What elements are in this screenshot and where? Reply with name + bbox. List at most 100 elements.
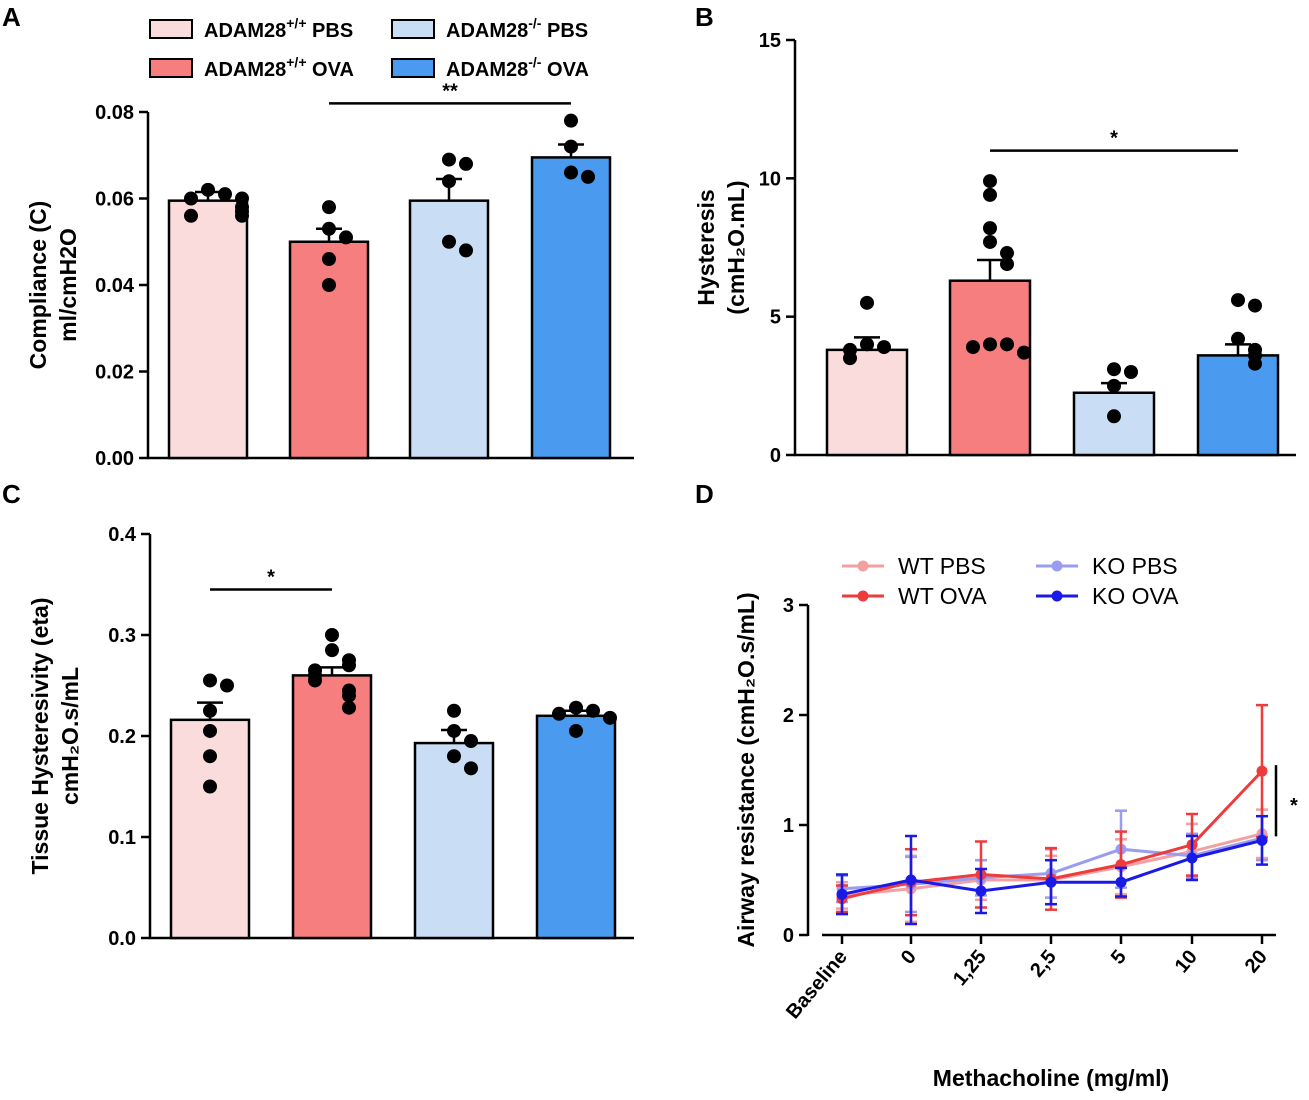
y-tick-label: 0.00	[95, 448, 134, 470]
data-point	[203, 703, 217, 718]
data-point	[459, 243, 473, 258]
data-point	[308, 673, 322, 688]
data-point	[203, 779, 217, 794]
legend-swatch-ko_pbs	[391, 19, 435, 39]
series-point-line_ko_ova	[905, 874, 917, 886]
panel-letter-d: D	[695, 479, 714, 509]
legend-swatch-wt_ova	[149, 58, 193, 78]
data-point	[581, 169, 595, 184]
x-axis-title: Methacholine (mg/ml)	[933, 1065, 1169, 1091]
series-point-line_ko_ova	[836, 888, 848, 900]
y-tick-label: 0.2	[108, 726, 136, 748]
bar-ko_pbs	[1072, 391, 1156, 457]
data-point	[1107, 378, 1121, 393]
data-point	[983, 337, 997, 352]
data-point	[1107, 409, 1121, 424]
y-tick-label: 0.4	[108, 524, 137, 546]
x-tick-label: 2,5	[1026, 946, 1061, 981]
significance-label: **	[442, 80, 458, 102]
legend-marker-line_ko_pbs	[1051, 560, 1063, 572]
data-point	[1000, 337, 1014, 352]
legend-swatch-ko_ova	[391, 58, 435, 78]
y-tick-label: 0	[783, 925, 794, 947]
panel-letter-a: A	[2, 2, 21, 32]
data-point	[201, 182, 215, 197]
legend-label-ko_pbs: ADAM28-/- PBS	[446, 15, 588, 42]
x-tick-label: 5	[1107, 946, 1131, 969]
data-point	[339, 230, 353, 245]
series-point-line_ko_ova	[1256, 834, 1268, 846]
legend-label-line_wt_pbs: WT PBS	[898, 553, 986, 579]
legend-marker-line_ko_ova	[1051, 590, 1063, 602]
data-point	[983, 187, 997, 202]
bar-ko_ova	[530, 156, 612, 460]
y-tick-label: 0	[770, 445, 781, 467]
series-point-line_ko_ova	[1045, 876, 1057, 888]
panel-a: A 0.00 0.02 0.04 0.06 0.08 Compliance (C) ml/cm…	[2, 2, 634, 470]
y-tick-label: 0.04	[95, 275, 135, 297]
data-point	[603, 710, 617, 725]
panel-letter-c: C	[2, 479, 21, 509]
data-point	[983, 234, 997, 249]
data-point	[1000, 257, 1014, 272]
data-point	[1000, 246, 1014, 261]
significance-label: *	[1110, 128, 1118, 150]
data-point	[322, 200, 336, 215]
data-point	[447, 749, 461, 764]
x-tick-label: Baseline	[782, 946, 852, 1023]
y-tick-label: 0.06	[95, 189, 134, 211]
data-point	[464, 761, 478, 776]
data-point	[325, 643, 339, 658]
y-tick-label: 0.0	[108, 928, 136, 950]
x-tick-label: 1,25	[949, 946, 991, 990]
panel-letter-b: B	[695, 2, 714, 32]
data-point	[569, 723, 583, 738]
legend-marker-line_wt_ova	[857, 590, 869, 602]
data-point	[1248, 356, 1262, 371]
data-point	[569, 700, 583, 715]
legend-label-line_ko_pbs: KO PBS	[1092, 553, 1178, 579]
data-point	[1231, 293, 1245, 308]
data-point	[442, 174, 456, 189]
data-point	[843, 351, 857, 366]
y-axis-title-units: (cmH₂O.mL)	[723, 180, 749, 314]
bar-ko_ova	[1196, 354, 1280, 457]
data-point	[552, 706, 566, 721]
legend-label-line_wt_ova: WT OVA	[898, 583, 987, 609]
data-point	[442, 152, 456, 167]
panel-c: C 0.0 0.1 0.2 0.3 0.4 Tissue Hysteresivity (et…	[2, 479, 634, 950]
data-point	[203, 749, 217, 764]
data-point	[322, 252, 336, 267]
data-point	[203, 723, 217, 738]
y-tick-label: 5	[770, 307, 781, 329]
data-point	[860, 295, 874, 310]
data-point	[877, 340, 891, 355]
data-point	[447, 703, 461, 718]
data-point	[325, 628, 339, 642]
legend-label-ko_ova: ADAM28-/- OVA	[446, 54, 589, 81]
x-tick-label: 10	[1171, 946, 1202, 977]
bar-wt_pbs	[825, 348, 909, 457]
legend-swatch-wt_pbs	[149, 19, 193, 39]
data-point	[1231, 331, 1245, 346]
series-point-line_ko_ova	[1115, 876, 1127, 888]
data-point	[564, 139, 578, 154]
y-axis-title: Airway resistance (cmH₂O.s/mL)	[733, 592, 759, 947]
y-tick-label: 2	[783, 705, 794, 727]
y-axis-title-units: cmH₂O.s/mL	[57, 667, 83, 805]
legend-top: ADAM28+/+ PBS ADAM28-/- PBS ADAM28+/+ OVA A…	[149, 15, 589, 81]
data-point	[966, 340, 980, 355]
y-tick-label: 0.08	[95, 102, 134, 124]
significance-label: *	[1290, 795, 1298, 817]
data-point	[1124, 365, 1138, 379]
bar-wt_ova	[288, 240, 370, 460]
y-tick-label: 3	[783, 595, 794, 617]
legend-label-wt_pbs: ADAM28+/+ PBS	[204, 15, 353, 42]
bar-wt_ova	[291, 674, 373, 940]
data-point	[342, 688, 356, 703]
y-tick-label: 15	[759, 30, 781, 52]
data-point	[447, 723, 461, 738]
series-point-line_ko_ova	[1186, 852, 1198, 864]
data-point	[342, 700, 356, 715]
